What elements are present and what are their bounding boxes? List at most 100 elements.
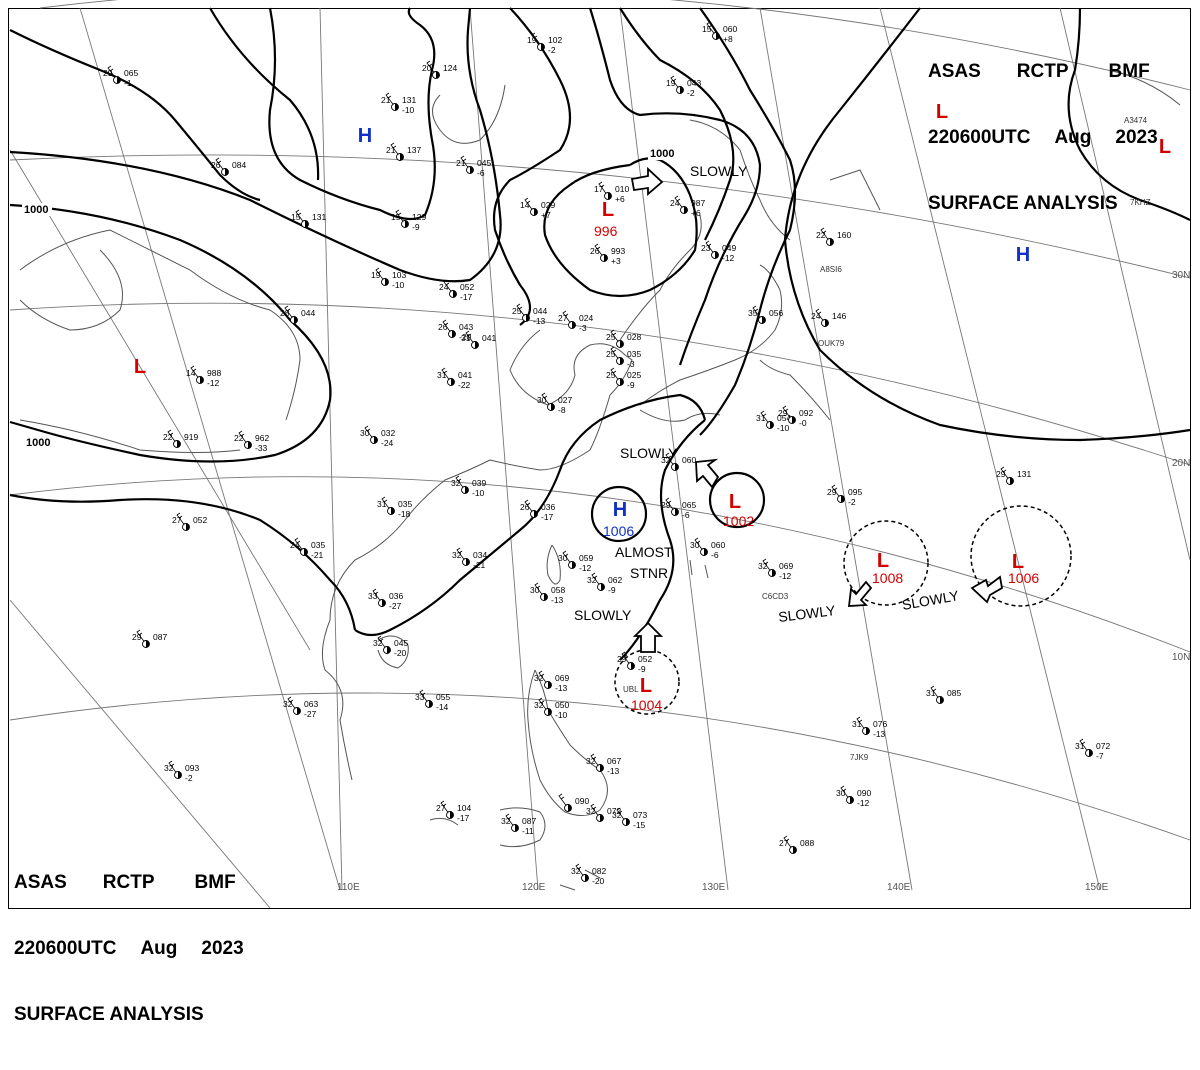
station-temperature: 17 xyxy=(594,184,604,194)
cloud-cover-icon xyxy=(620,340,624,348)
station-pressure: 124 xyxy=(443,63,457,73)
station-pressure: 093 xyxy=(185,763,199,773)
cloud-cover-icon xyxy=(866,727,870,735)
station-pressure-tendency: -17 xyxy=(457,813,470,823)
wind-barb-icon xyxy=(372,588,383,604)
cloud-cover-icon xyxy=(572,321,576,329)
station-plot: 32 060 xyxy=(661,452,696,471)
motion-arrows xyxy=(630,166,1003,653)
cloud-cover-icon xyxy=(792,416,796,424)
header-station: RCTP xyxy=(102,872,155,893)
station-pressure: 010 xyxy=(615,184,629,194)
station-pressure-tendency: -9 xyxy=(627,380,635,390)
station-temperature: 25 xyxy=(606,349,616,359)
station-pressure-tendency: -12 xyxy=(722,253,735,263)
station-pressure: 052 xyxy=(193,515,207,525)
wind-barb-icon xyxy=(238,430,249,446)
coastline xyxy=(1109,69,1181,106)
station-pressure-tendency: -2 xyxy=(548,45,556,55)
center-pressure-value: 996 xyxy=(594,223,618,239)
movement-note: SLOWLY xyxy=(777,602,836,625)
station-temperature: 32 xyxy=(164,763,174,773)
station-pressure: 069 xyxy=(555,673,569,683)
station-pressure: 067 xyxy=(607,756,621,766)
isobar-label: 1000 xyxy=(24,204,48,216)
header-time: 220600UTC xyxy=(928,127,1031,148)
station-plot: 29 095-2 xyxy=(827,484,862,507)
station-plot: 31 054-10 xyxy=(756,410,791,433)
station-pressure: 043 xyxy=(459,322,473,332)
cloud-cover-icon xyxy=(466,558,470,566)
station-temperature: 26 xyxy=(520,502,530,512)
wind-barb-icon xyxy=(395,209,406,225)
station-pressure-tendency: -12 xyxy=(207,378,220,388)
cloud-cover-icon xyxy=(470,166,474,174)
station-pressure: 084 xyxy=(232,160,246,170)
wind-barb-icon xyxy=(670,75,681,91)
wind-barb-icon xyxy=(594,243,605,259)
station-pressure: 131 xyxy=(1017,469,1031,479)
cloud-cover-icon xyxy=(178,771,182,779)
station-plot: 32 039-10 xyxy=(451,475,486,498)
station-temperature: 32 xyxy=(373,638,383,648)
cloud-cover-icon xyxy=(146,640,150,648)
dashed-circulation xyxy=(843,520,929,606)
station-pressure: 104 xyxy=(457,803,471,813)
station-pressure: 087 xyxy=(522,816,536,826)
station-plot: 26 043-20 xyxy=(438,319,473,342)
station-temperature: 32 xyxy=(661,455,671,465)
station-plot: 24 146 xyxy=(811,308,846,327)
ship-callsign: 7JK9 xyxy=(850,753,869,762)
wind-barb-icon xyxy=(460,155,471,171)
low-symbol: L xyxy=(1012,551,1024,573)
station-plot: 32 067-13 xyxy=(586,753,621,776)
wind-barb-icon xyxy=(456,547,467,563)
station-pressure: 059 xyxy=(579,553,593,563)
header-top-right: ASAS RCTP BMF 220600UTC Aug 2023 SURFACE ANA… xyxy=(928,17,1158,259)
cloud-cover-icon xyxy=(225,168,229,176)
station-plot: 22 919 xyxy=(163,429,198,448)
longitude-line xyxy=(469,7,539,891)
cloud-cover-icon xyxy=(940,696,944,704)
wind-barb-icon xyxy=(364,425,375,441)
header-month: Aug xyxy=(1054,127,1092,148)
header-bottom-left: ASAS RCTP BMF 220600UTC Aug 2023 SURFACE ANA… xyxy=(14,828,244,1070)
station-plot: 32 072 xyxy=(586,803,621,822)
station-plot: 090 xyxy=(558,793,589,812)
coastline xyxy=(619,214,702,341)
station-temperature: 33 xyxy=(415,692,425,702)
low-symbol: L xyxy=(1159,136,1171,158)
station-plot: 28 044 xyxy=(280,305,315,324)
station-temperature: 30 xyxy=(836,788,846,798)
latitude-line xyxy=(9,476,1191,653)
latitude-label: 30N xyxy=(1172,270,1190,281)
wind-barb-icon xyxy=(524,499,535,515)
low-symbol: L xyxy=(134,356,146,378)
coastline xyxy=(19,419,241,453)
station-plot: 32 050-10 xyxy=(534,697,569,720)
wind-barb-icon xyxy=(665,452,676,468)
station-temperature: 25 xyxy=(606,332,616,342)
cloud-cover-icon xyxy=(850,796,854,804)
cloud-cover-icon xyxy=(436,71,440,79)
station-temperature: 23 xyxy=(701,243,711,253)
wind-barb-icon xyxy=(295,209,306,225)
cloud-cover-icon xyxy=(675,463,679,471)
cloud-cover-icon xyxy=(548,681,552,689)
station-pressure: 160 xyxy=(837,230,851,240)
station-plot: 22 962-33 xyxy=(234,430,269,453)
station-temperature: 14 xyxy=(186,368,196,378)
coastline xyxy=(432,84,506,144)
isobar xyxy=(588,7,762,366)
wind-barb-icon xyxy=(390,142,401,158)
center-pressure-value: 1008 xyxy=(872,570,903,586)
wind-barb-icon xyxy=(176,512,187,528)
longitude-line xyxy=(319,7,343,891)
header-month: Aug xyxy=(140,938,178,959)
station-plot: 29 052-9 xyxy=(617,651,652,674)
ship-callsign: UBL xyxy=(623,685,639,694)
station-pressure: 131 xyxy=(312,212,326,222)
wind-barb-icon xyxy=(441,367,452,383)
wind-barb-icon xyxy=(621,651,632,667)
